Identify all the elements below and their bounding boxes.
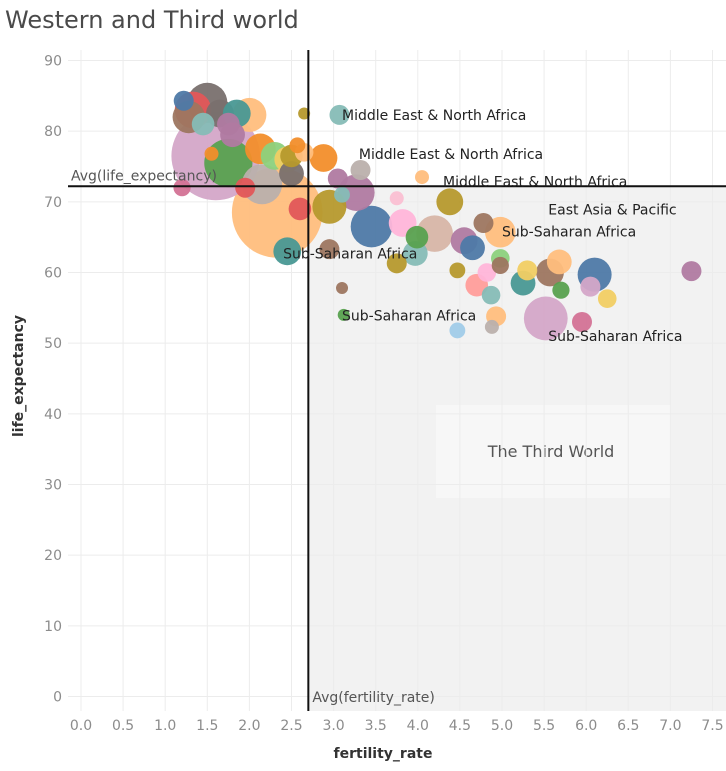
y-tick-label: 90 <box>44 54 62 70</box>
data-point <box>552 281 570 299</box>
annotation-label: Middle East & North Africa <box>443 174 627 190</box>
annotation-label: Sub-Saharan Africa <box>548 329 682 345</box>
annotation-label: Sub-Saharan Africa <box>342 309 476 325</box>
data-point <box>449 262 466 279</box>
x-tick-label: 5.0 <box>491 718 513 734</box>
data-point <box>415 170 430 185</box>
annotation-label: East Asia & Pacific <box>548 203 676 219</box>
x-tick-label: 0.5 <box>112 718 134 734</box>
x-tick-label: 2.5 <box>280 718 302 734</box>
reference-lines: Avg(fertility_rate) Avg(life_expectancy) <box>68 50 726 711</box>
grid-lines <box>68 50 726 711</box>
annotation-label: Sub-Saharan Africa <box>502 225 636 241</box>
data-point <box>681 261 702 282</box>
data-point <box>298 107 311 120</box>
y-tick-label: 70 <box>44 195 62 211</box>
annotations: Middle East & North Africa Middle East & … <box>283 108 682 345</box>
data-point <box>329 104 350 125</box>
data-point <box>273 237 302 266</box>
data-point <box>477 263 497 282</box>
data-point <box>389 191 404 206</box>
x-tick-label: 6.5 <box>617 718 639 734</box>
data-point <box>597 289 617 308</box>
data-point <box>279 161 304 186</box>
data-point <box>484 319 499 334</box>
third-world-label: The Third World <box>487 442 615 461</box>
data-points <box>171 82 702 341</box>
x-tick-label: 6.0 <box>575 718 597 734</box>
x-tick-label: 4.0 <box>407 718 429 734</box>
x-tick-label: 7.0 <box>659 718 681 734</box>
y-tick-label: 50 <box>44 336 62 352</box>
data-point <box>449 322 466 339</box>
data-point <box>481 285 501 305</box>
data-point <box>173 90 194 111</box>
x-tick-label: 0.0 <box>70 718 92 734</box>
data-point <box>334 186 350 203</box>
data-point <box>436 188 464 216</box>
data-point <box>191 112 215 136</box>
data-point <box>235 177 256 198</box>
y-tick-label: 20 <box>44 548 62 564</box>
data-point <box>571 311 592 332</box>
x-axis-title: fertility_rate <box>334 746 433 762</box>
x-tick-label: 1.5 <box>196 718 218 734</box>
data-point <box>386 253 407 274</box>
x-tick-label: 2.0 <box>238 718 260 734</box>
x-tick-label: 3.5 <box>365 718 387 734</box>
x-tick-label: 7.5 <box>701 718 723 734</box>
data-point <box>580 276 601 297</box>
x-tick-label: 1.0 <box>154 718 176 734</box>
y-tick-label: 60 <box>44 266 62 282</box>
data-point <box>338 174 375 211</box>
data-point <box>350 160 371 181</box>
data-point <box>517 260 538 281</box>
data-point <box>546 249 572 275</box>
x-tick-label: 4.5 <box>449 718 471 734</box>
annotation-label: Middle East & North Africa <box>342 108 526 124</box>
data-point <box>336 282 349 295</box>
data-point <box>337 308 350 321</box>
y-tick-label: 10 <box>44 619 62 635</box>
data-point <box>460 235 485 261</box>
data-point <box>173 179 191 197</box>
chart-title: Western and Third world <box>5 6 299 34</box>
data-point <box>491 256 509 275</box>
annotation-label: Middle East & North Africa <box>359 147 543 163</box>
data-point <box>327 168 348 189</box>
data-point <box>405 225 429 249</box>
y-tick-label: 30 <box>44 478 62 494</box>
x-tick-label: 3.0 <box>322 718 344 734</box>
y-tick-label: 40 <box>44 407 62 423</box>
data-point <box>350 205 393 248</box>
data-point <box>204 146 219 161</box>
axis-ticks: 0.0 0.5 1.0 1.5 2.0 2.5 3.0 3.5 4.0 4.5 5.0 5.5 6.0 6… <box>44 54 723 735</box>
annotation-label: Sub-Saharan Africa <box>283 246 417 262</box>
data-point <box>217 112 240 136</box>
data-point <box>288 197 312 221</box>
y-axis-title: life_expectancy <box>11 315 27 437</box>
data-point <box>473 213 494 234</box>
data-point <box>309 144 338 172</box>
x-tick-label: 5.5 <box>533 718 555 734</box>
avg-life-label: Avg(life_expectancy) <box>71 168 217 184</box>
y-tick-label: 80 <box>44 124 62 140</box>
y-tick-label: 0 <box>53 690 62 706</box>
third-world-region: The Third World <box>308 186 726 711</box>
data-point <box>289 137 306 154</box>
third-world-label-box <box>436 405 671 498</box>
avg-fertility-label: Avg(fertility_rate) <box>312 690 435 706</box>
data-point <box>319 239 340 260</box>
data-point <box>523 296 568 341</box>
